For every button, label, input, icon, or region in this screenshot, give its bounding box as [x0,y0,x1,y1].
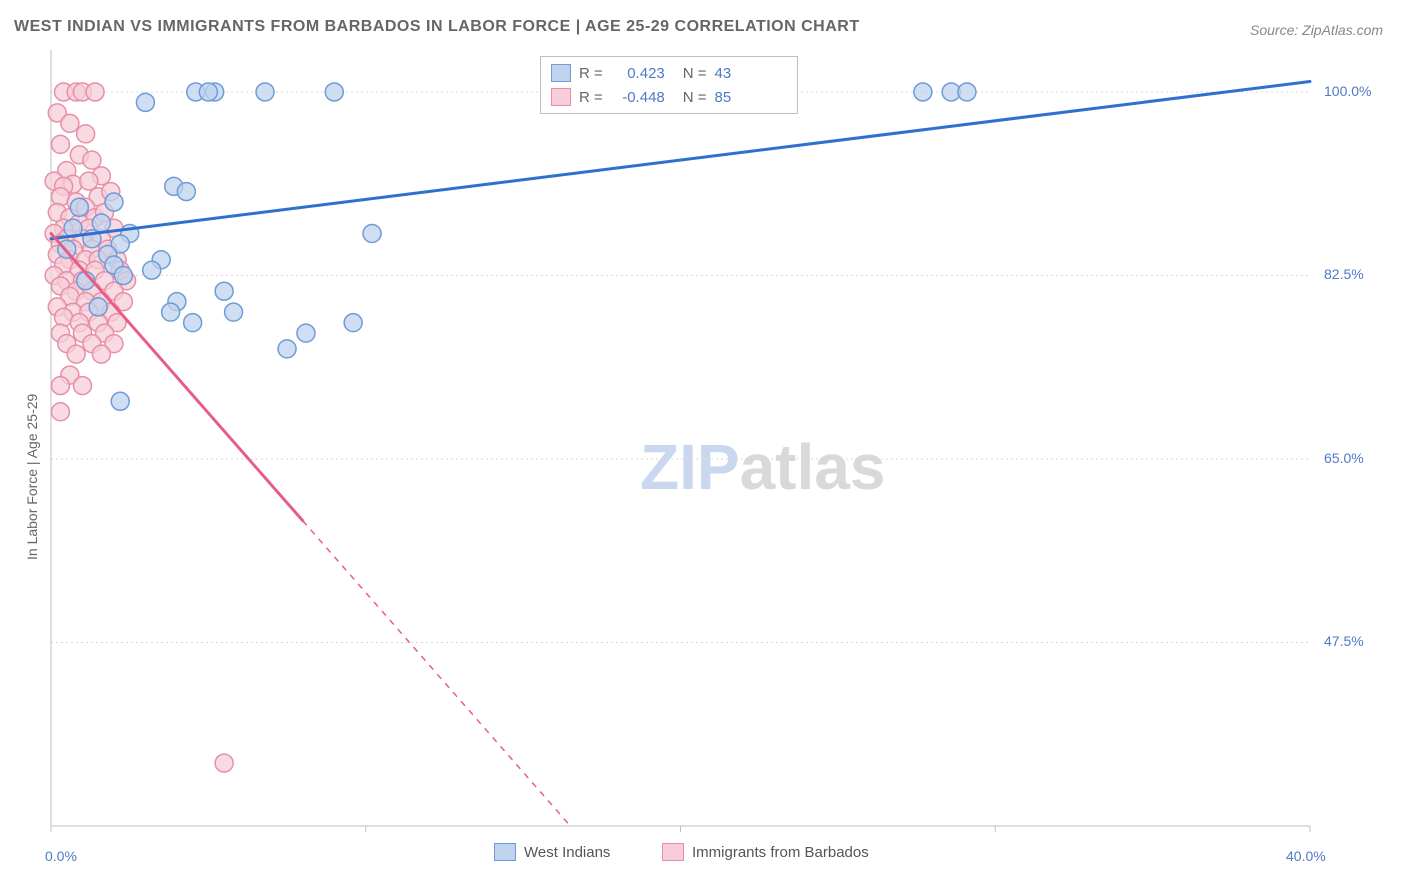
y-tick-label: 47.5% [1324,633,1364,649]
legend-n-value: 85 [715,89,732,106]
legend-r-value: 0.423 [611,65,665,82]
x-tick-label: 0.0% [45,848,77,864]
chart-svg [0,0,1406,892]
x-tick-label: 40.0% [1286,848,1326,864]
legend-stats-row: R = 0.423 N = 43 [551,64,787,82]
legend-n-label: N = [683,89,707,106]
legend-r-label: R = [579,65,603,82]
legend-swatch [551,88,571,106]
legend-swatch [662,843,684,861]
legend-r-value: -0.448 [611,89,665,106]
legend-r-label: R = [579,89,603,106]
legend-swatch [494,843,516,861]
legend-stats-row: R = -0.448 N = 85 [551,88,787,106]
legend-item: West Indians [494,843,610,861]
y-axis-label: In Labor Force | Age 25-29 [24,394,40,560]
y-tick-label: 82.5% [1324,266,1364,282]
y-tick-label: 65.0% [1324,450,1364,466]
legend-item: Immigrants from Barbados [662,843,869,861]
legend-swatch [551,64,571,82]
legend-n-label: N = [683,65,707,82]
legend-stats-box: R = 0.423 N = 43 R = -0.448 N = 85 [540,56,798,114]
y-tick-label: 100.0% [1324,83,1371,99]
legend-label: West Indians [524,844,610,861]
legend-n-value: 43 [715,65,732,82]
legend-label: Immigrants from Barbados [692,844,869,861]
